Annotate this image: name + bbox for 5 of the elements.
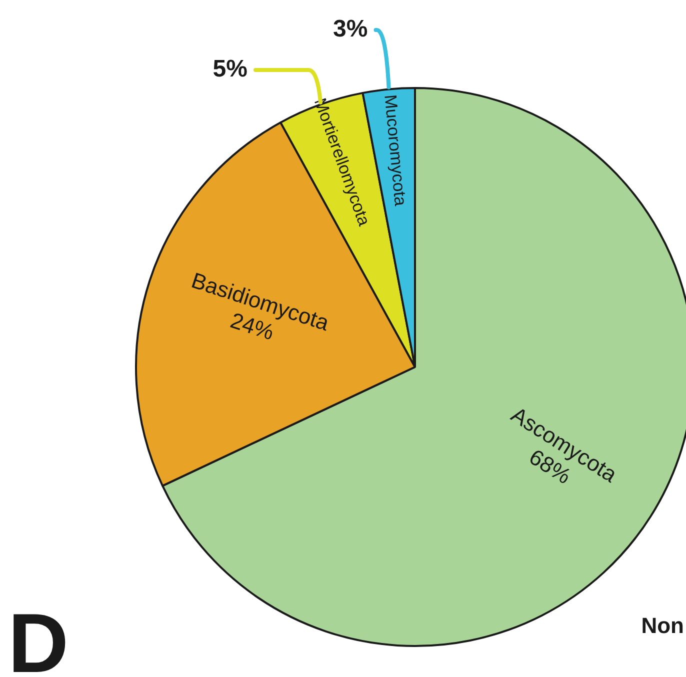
data-label: 3% <box>333 16 368 43</box>
text: Non <box>641 613 684 638</box>
data-label: 5% <box>212 56 248 83</box>
slice-label: Mucoromycota <box>380 94 410 208</box>
text: D <box>8 596 69 677</box>
